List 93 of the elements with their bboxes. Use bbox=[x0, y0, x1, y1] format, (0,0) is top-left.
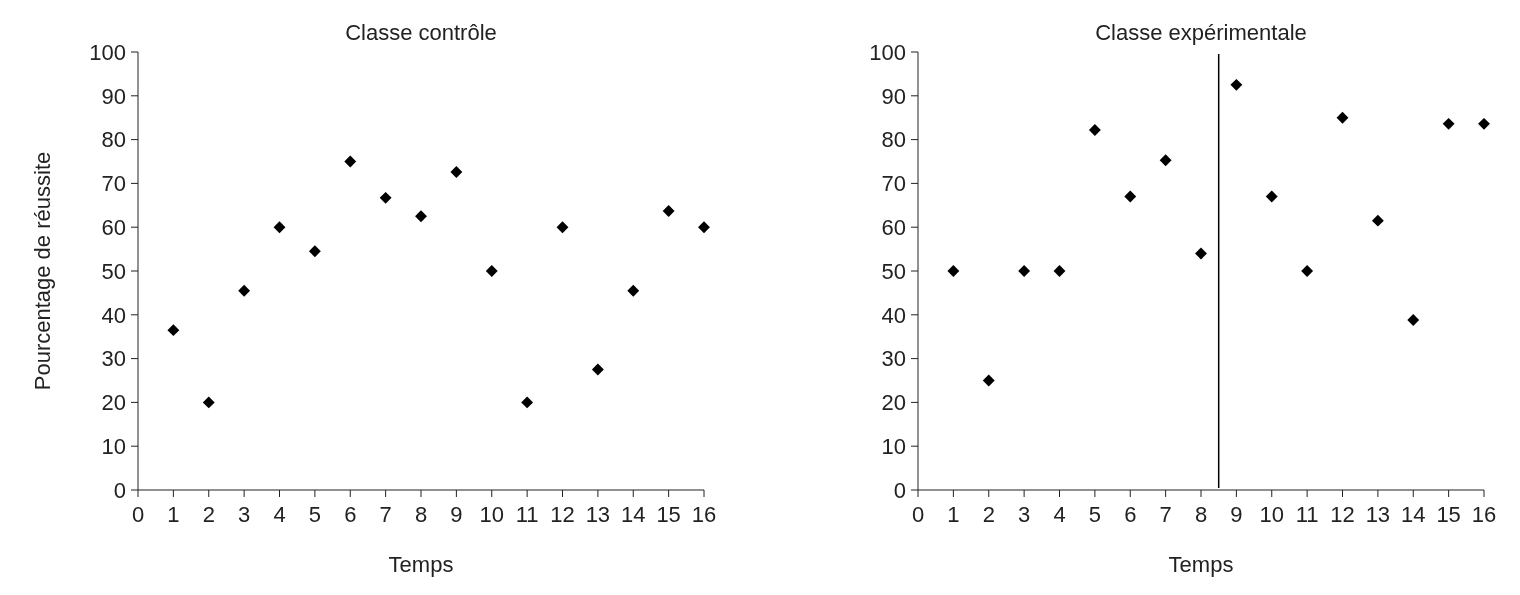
x-tick-label: 9 bbox=[1230, 502, 1243, 527]
point bbox=[1442, 117, 1455, 130]
y-tick-label: 90 bbox=[101, 83, 126, 109]
point bbox=[982, 374, 995, 387]
x-tick-label: 15 bbox=[1436, 502, 1461, 527]
x-axis-title: Temps bbox=[388, 552, 454, 577]
y-tick-label: 80 bbox=[101, 127, 126, 153]
y-tick-label: 100 bbox=[89, 39, 126, 65]
y-tick-label: 50 bbox=[881, 258, 906, 284]
x-tick-label: 8 bbox=[414, 502, 428, 527]
point bbox=[1053, 265, 1066, 277]
x-tick-label: 10 bbox=[479, 502, 504, 527]
point bbox=[1336, 111, 1349, 124]
point bbox=[591, 363, 604, 376]
x-tick-label: 6 bbox=[344, 502, 357, 527]
point bbox=[415, 210, 427, 223]
point bbox=[627, 284, 640, 297]
y-tick-label: 30 bbox=[101, 346, 126, 372]
point bbox=[1478, 117, 1490, 130]
y-tick-label: 70 bbox=[101, 171, 126, 197]
x-tick-label: 7 bbox=[1159, 502, 1172, 527]
x-tick-label: 0 bbox=[131, 502, 145, 527]
point bbox=[556, 221, 569, 234]
y-tick-label: 60 bbox=[881, 214, 906, 240]
x-tick-label: 11 bbox=[515, 502, 539, 527]
x-tick-label: 2 bbox=[982, 502, 995, 527]
x-tick-label: 4 bbox=[273, 502, 286, 527]
point bbox=[1159, 154, 1172, 167]
x-tick-label: 8 bbox=[1194, 502, 1208, 527]
point bbox=[1265, 190, 1278, 203]
x-tick-label: 5 bbox=[1088, 502, 1101, 527]
x-tick-label: 0 bbox=[911, 502, 925, 527]
y-tick-label: 0 bbox=[113, 477, 126, 503]
y-tick-label: 40 bbox=[881, 302, 906, 328]
point bbox=[1301, 265, 1314, 277]
y-tick-label: 20 bbox=[881, 390, 906, 416]
x-tick-label: 16 bbox=[1471, 502, 1497, 527]
point bbox=[1088, 124, 1101, 136]
point bbox=[947, 265, 960, 277]
point bbox=[167, 324, 180, 337]
point bbox=[450, 166, 463, 178]
y-tick-label: 0 bbox=[893, 477, 906, 503]
point bbox=[238, 284, 251, 297]
x-tick-label: 10 bbox=[1259, 502, 1284, 527]
y-tick-label: 20 bbox=[101, 390, 126, 416]
point bbox=[698, 221, 710, 234]
x-tick-label: 5 bbox=[308, 502, 321, 527]
y-tick-label: 30 bbox=[881, 346, 906, 372]
x-tick-label: 3 bbox=[238, 502, 251, 527]
x-tick-label: 14 bbox=[1401, 502, 1426, 527]
y-tick-label: 80 bbox=[881, 127, 906, 153]
x-tick-label: 12 bbox=[1330, 502, 1355, 527]
x-tick-label: 12 bbox=[550, 502, 575, 527]
y-tick-label: 40 bbox=[101, 302, 126, 328]
y-tick-label: 50 bbox=[101, 258, 126, 284]
y-tick-label: 10 bbox=[101, 433, 126, 459]
point bbox=[1018, 265, 1031, 277]
x-tick-label: 6 bbox=[1124, 502, 1137, 527]
x-tick-label: 2 bbox=[202, 502, 215, 527]
point bbox=[521, 396, 534, 409]
point bbox=[344, 155, 357, 168]
x-tick-label: 7 bbox=[379, 502, 392, 527]
x-tick-label: 15 bbox=[656, 502, 681, 527]
point bbox=[1195, 247, 1207, 260]
y-tick-label: 10 bbox=[881, 433, 906, 459]
point bbox=[662, 205, 675, 217]
chart-title: Classe contrôle bbox=[345, 20, 497, 45]
y-axis-title: Pourcentage de réussite bbox=[30, 151, 55, 391]
x-tick-label: 1 bbox=[947, 502, 960, 527]
x-tick-label: 11 bbox=[1295, 502, 1319, 527]
point bbox=[1124, 190, 1137, 203]
x-tick-label: 4 bbox=[1053, 502, 1066, 527]
point bbox=[202, 396, 215, 409]
x-tick-label: 14 bbox=[621, 502, 646, 527]
point bbox=[485, 265, 498, 277]
point bbox=[1371, 214, 1384, 227]
point bbox=[1230, 78, 1243, 91]
point bbox=[273, 221, 286, 234]
point bbox=[379, 191, 392, 204]
y-tick-label: 100 bbox=[869, 39, 906, 65]
y-tick-label: 60 bbox=[101, 214, 126, 240]
point bbox=[308, 245, 321, 258]
y-tick-label: 70 bbox=[881, 171, 906, 197]
x-tick-label: 9 bbox=[450, 502, 463, 527]
x-tick-label: 16 bbox=[691, 502, 717, 527]
point bbox=[1407, 314, 1420, 326]
x-tick-label: 13 bbox=[1365, 502, 1391, 527]
chart-title: Classe expérimentale bbox=[1095, 20, 1307, 45]
x-tick-label: 13 bbox=[585, 502, 611, 527]
x-axis-title: Temps bbox=[1168, 552, 1234, 577]
x-tick-label: 3 bbox=[1018, 502, 1031, 527]
x-tick-label: 1 bbox=[167, 502, 180, 527]
y-tick-label: 90 bbox=[881, 83, 906, 109]
